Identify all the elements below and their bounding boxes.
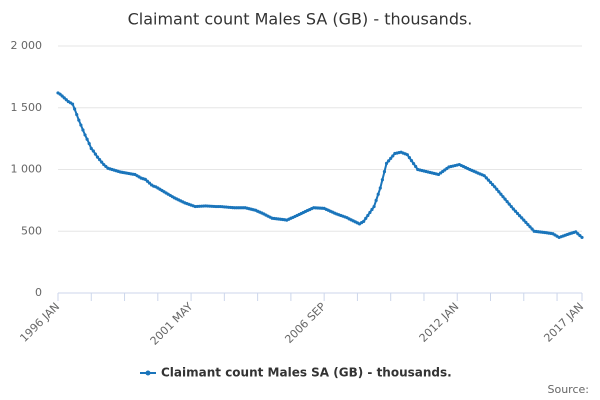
point — [384, 161, 389, 165]
point — [518, 214, 522, 218]
chart-title: Claimant count Males SA (GB) - thousands… — [128, 10, 473, 29]
point — [490, 182, 495, 187]
point — [497, 190, 501, 194]
point — [513, 209, 518, 213]
point — [93, 152, 98, 156]
point — [75, 112, 79, 117]
point — [389, 156, 393, 160]
source: Source: — [548, 383, 590, 396]
point — [503, 197, 507, 201]
point — [507, 202, 511, 206]
point — [87, 141, 91, 146]
point — [95, 155, 100, 159]
point — [73, 107, 77, 111]
point — [62, 96, 66, 100]
point — [509, 204, 513, 209]
point — [501, 195, 505, 199]
point — [407, 156, 412, 160]
point — [372, 204, 376, 209]
legend-label: Claimant count Males SA (GB) - thousands… — [161, 366, 452, 380]
point — [387, 159, 391, 163]
point — [370, 207, 374, 212]
point — [58, 92, 62, 96]
y-tick-label: 1 500 — [11, 101, 43, 114]
point — [60, 94, 64, 98]
y-tick-label: 0 — [35, 286, 42, 299]
point — [64, 98, 68, 102]
series-line — [57, 92, 583, 239]
x-tick-label: 2012 JAN — [417, 300, 462, 345]
point — [530, 227, 534, 231]
point — [414, 164, 418, 169]
point — [574, 230, 578, 234]
point — [578, 233, 582, 238]
point — [376, 192, 380, 196]
point — [515, 211, 520, 216]
point — [362, 219, 366, 223]
point — [493, 185, 497, 189]
x-tick-label: 2017 JAN — [541, 300, 586, 345]
y-tick-label: 1 000 — [11, 163, 43, 176]
point — [405, 153, 409, 157]
point — [364, 216, 368, 221]
y-tick-label: 500 — [21, 224, 42, 237]
point — [482, 174, 486, 178]
point — [409, 159, 414, 163]
point — [374, 198, 378, 202]
point — [580, 235, 584, 240]
legend-marker — [145, 370, 151, 376]
point — [576, 232, 580, 236]
point — [81, 128, 85, 132]
point — [143, 177, 147, 181]
point — [524, 220, 528, 224]
point — [368, 210, 372, 215]
point — [528, 225, 532, 229]
point — [89, 146, 93, 151]
point — [145, 179, 150, 183]
point — [411, 161, 416, 166]
point — [380, 178, 384, 182]
x-tick-label: 1996 JAN — [17, 300, 62, 345]
point — [97, 158, 102, 162]
point — [488, 180, 493, 184]
point — [486, 178, 491, 182]
y-tick-label: 2 000 — [11, 39, 43, 52]
point — [391, 154, 395, 158]
x-tick-label: 2001 MAY — [148, 300, 196, 348]
point — [91, 149, 95, 153]
x-tick-label: 2006 SEP — [282, 300, 328, 346]
point — [522, 218, 526, 222]
point — [366, 213, 370, 218]
point — [511, 207, 515, 211]
point — [79, 123, 83, 127]
point — [70, 102, 75, 106]
point — [77, 118, 81, 122]
point — [505, 200, 509, 204]
point — [526, 222, 530, 227]
point — [499, 192, 503, 196]
point — [104, 164, 108, 169]
point — [102, 162, 106, 167]
point — [495, 187, 499, 191]
point — [382, 169, 387, 174]
point — [520, 216, 524, 220]
point — [100, 160, 104, 164]
point — [378, 186, 382, 190]
point — [484, 176, 488, 180]
point — [147, 181, 152, 185]
point — [83, 133, 87, 137]
point — [85, 137, 89, 141]
